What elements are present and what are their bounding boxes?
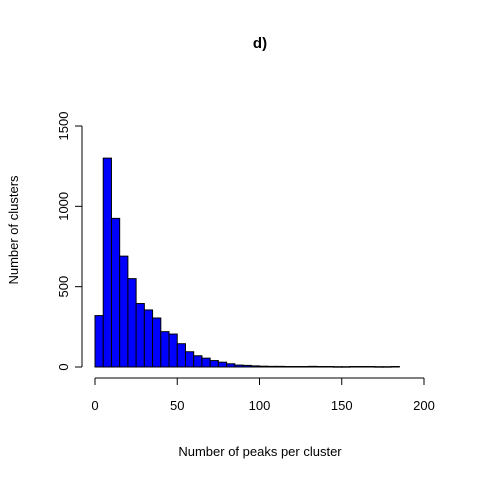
histogram-bar bbox=[193, 355, 203, 368]
histogram-bar bbox=[143, 309, 154, 368]
histogram-bar bbox=[349, 366, 359, 368]
chart-title: d) bbox=[253, 35, 267, 52]
x-tick-label: 50 bbox=[170, 398, 184, 413]
histogram-bar bbox=[217, 361, 228, 368]
histogram-bar bbox=[102, 157, 112, 368]
x-tick-label: 150 bbox=[331, 398, 353, 413]
histogram-bar bbox=[226, 363, 236, 368]
histogram-bar bbox=[374, 366, 384, 368]
histogram-bar bbox=[324, 366, 335, 368]
histogram-bar bbox=[135, 303, 145, 368]
histogram-bar bbox=[333, 366, 343, 368]
histogram-bar bbox=[209, 360, 219, 368]
histogram-bar bbox=[357, 366, 367, 368]
histogram-bar bbox=[308, 365, 318, 368]
histogram-bar bbox=[275, 365, 285, 368]
x-axis-label: Number of peaks per cluster bbox=[178, 444, 342, 459]
histogram-bar bbox=[201, 357, 211, 368]
bars-group bbox=[94, 157, 400, 368]
x-tick-label: 200 bbox=[413, 398, 435, 413]
histogram-bar bbox=[341, 366, 351, 368]
histogram-bar bbox=[160, 331, 170, 368]
histogram-bar bbox=[365, 366, 376, 368]
x-tick-label: 100 bbox=[249, 398, 271, 413]
histogram-bar bbox=[316, 366, 326, 368]
x-tick-label: 0 bbox=[91, 398, 98, 413]
y-axis: 0 500 1000 1500 bbox=[56, 112, 83, 371]
histogram-bar bbox=[250, 365, 260, 368]
histogram-bar bbox=[234, 364, 244, 368]
histogram-bar bbox=[283, 366, 293, 368]
histogram-bar bbox=[110, 217, 121, 368]
histogram-bar bbox=[176, 343, 186, 368]
histogram-bar bbox=[184, 351, 195, 368]
histogram-bar bbox=[94, 315, 104, 368]
histogram-bar bbox=[127, 278, 137, 368]
histogram-bar bbox=[259, 365, 269, 368]
histogram-bar bbox=[152, 317, 162, 368]
y-tick-label: 500 bbox=[56, 276, 71, 298]
histogram-bar bbox=[267, 365, 277, 368]
histogram-bar bbox=[382, 366, 392, 368]
y-axis-label: Number of clusters bbox=[6, 175, 21, 285]
histogram-bar bbox=[119, 255, 129, 368]
histogram-bar bbox=[242, 364, 252, 368]
histogram-bar bbox=[390, 366, 400, 368]
histogram-bar bbox=[291, 366, 302, 368]
y-tick-label: 1500 bbox=[56, 112, 71, 141]
x-axis: 0 50 100 150 200 bbox=[91, 377, 435, 413]
y-tick-label: 1000 bbox=[56, 192, 71, 221]
y-tick-label: 0 bbox=[56, 363, 71, 370]
histogram-bar bbox=[300, 366, 310, 368]
histogram-bar bbox=[168, 333, 178, 368]
